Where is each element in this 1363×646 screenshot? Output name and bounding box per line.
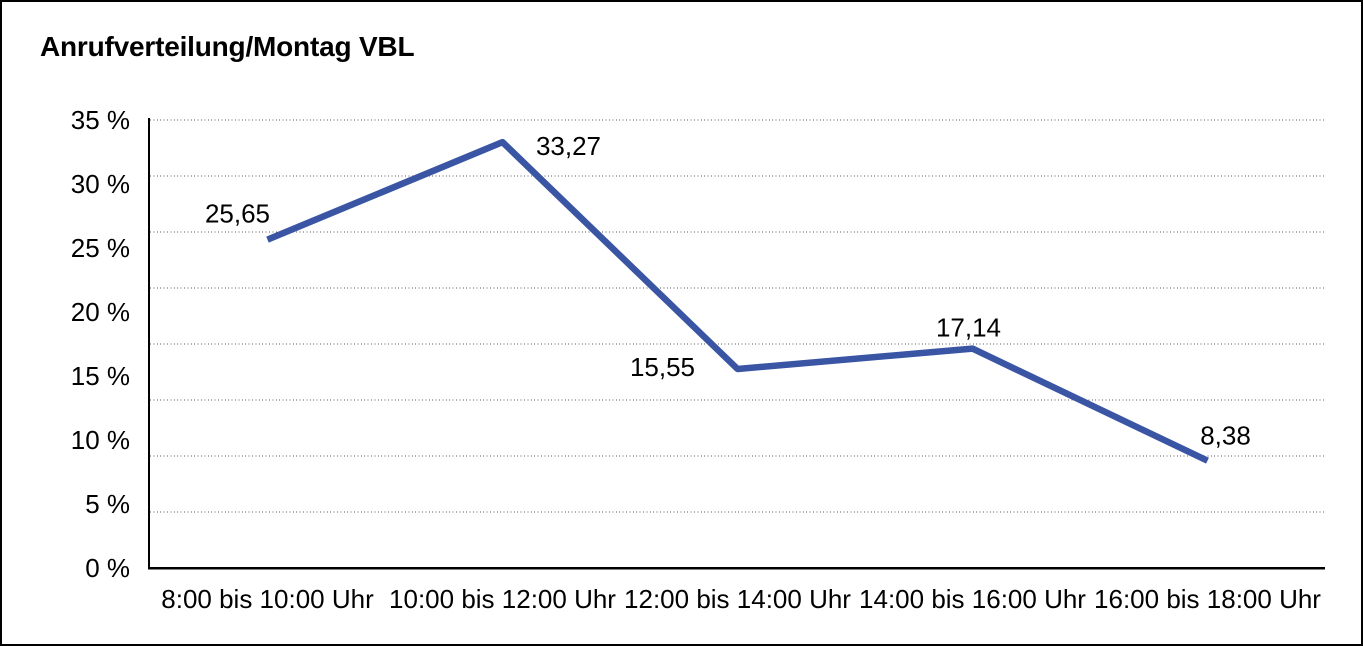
chart-title: Anrufverteilung/Montag VBL bbox=[40, 31, 415, 62]
data-point-value-label: 33,27 bbox=[536, 131, 601, 161]
x-axis-category-label: 16:00 bis 18:00 Uhr bbox=[1094, 584, 1321, 614]
data-point-value-label: 8,38 bbox=[1200, 421, 1251, 451]
data-point-value-label: 15,55 bbox=[630, 352, 695, 382]
data-series-line bbox=[266, 138, 1209, 464]
y-axis-tick-label: 30 % bbox=[71, 169, 130, 199]
x-axis-category-label: 14:00 bis 16:00 Uhr bbox=[859, 584, 1086, 614]
y-axis-tick-label: 15 % bbox=[71, 361, 130, 391]
y-axis-tick-label: 10 % bbox=[71, 425, 130, 455]
x-axis-category-label: 10:00 bis 12:00 Uhr bbox=[389, 584, 616, 614]
y-axis-tick-label: 25 % bbox=[71, 233, 130, 263]
x-axis-category-label: 12:00 bis 14:00 Uhr bbox=[624, 584, 851, 614]
y-axis-tick-label: 0 % bbox=[85, 553, 130, 583]
data-point-value-label: 17,14 bbox=[936, 313, 1001, 343]
y-axis-tick-label: 20 % bbox=[71, 297, 130, 327]
y-axis-tick-label: 5 % bbox=[85, 489, 130, 519]
data-point-value-label: 25,65 bbox=[205, 199, 270, 229]
x-axis-category-label: 8:00 bis 10:00 Uhr bbox=[161, 584, 374, 614]
y-axis-tick-label: 35 % bbox=[71, 105, 130, 135]
